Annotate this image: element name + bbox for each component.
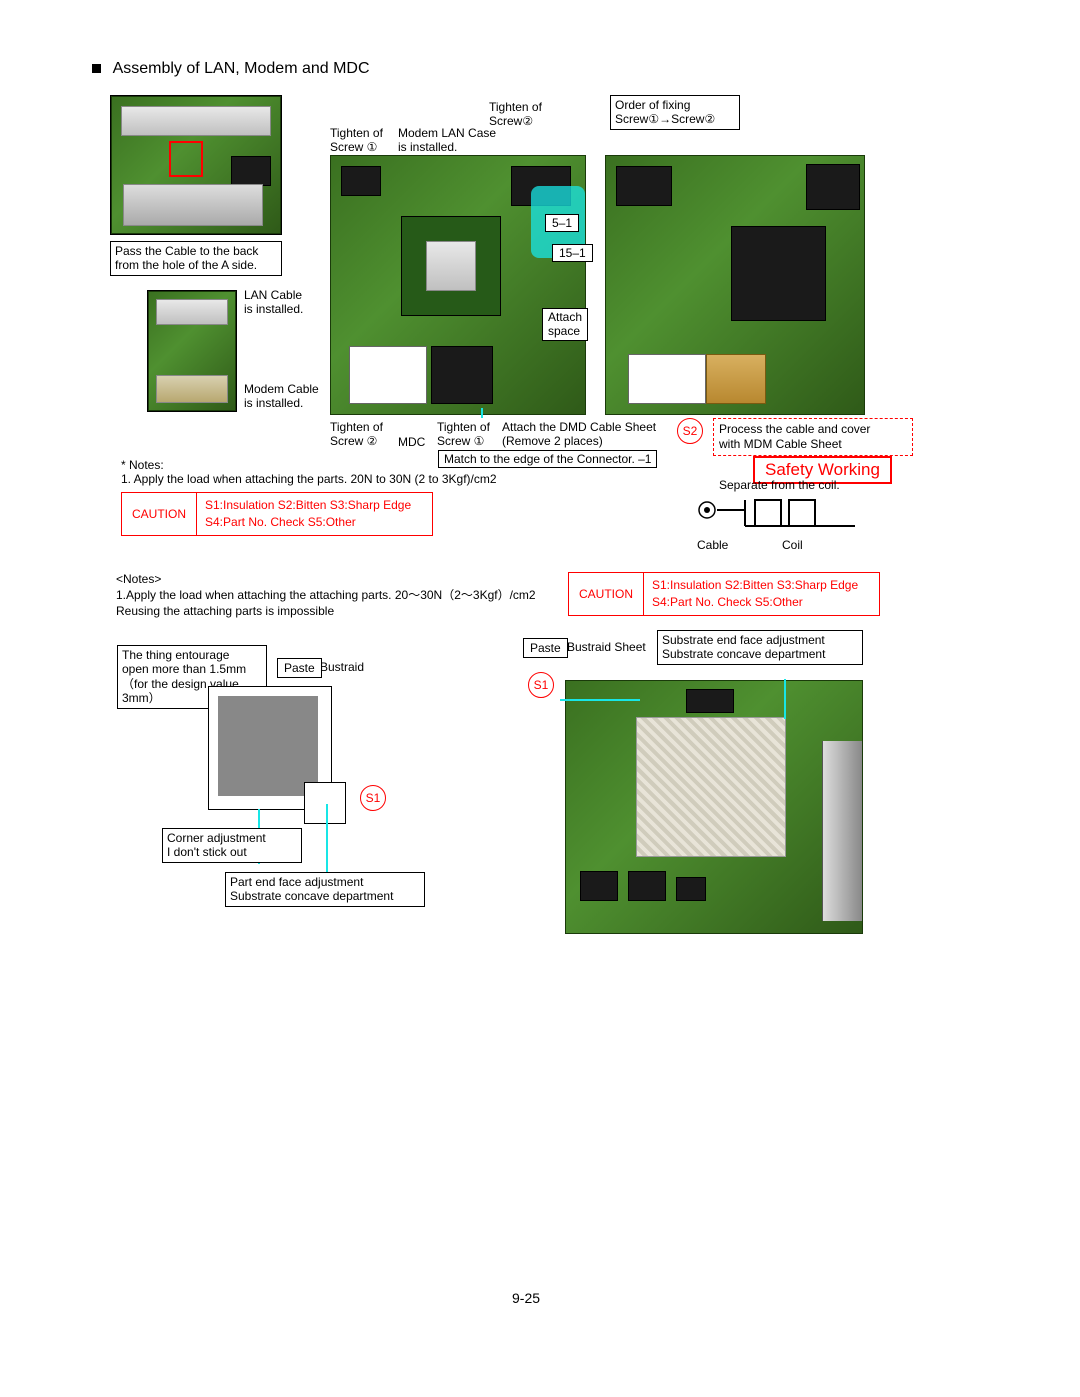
caution1-label: CAUTION (122, 493, 197, 535)
bustraid-sheet-label: Bustraid Sheet (567, 640, 646, 654)
bustraid-diagram-left (208, 686, 348, 826)
mdc-label: MDC (398, 435, 425, 449)
paste-box-left: Paste (277, 658, 322, 678)
s1-ring-right: S1 (528, 672, 554, 698)
coil-text: Coil (782, 538, 803, 552)
bustraid-label-left-text: Bustraid (320, 660, 364, 674)
pass-cable-text: Pass the Cable to the back from the hole… (115, 244, 258, 272)
cable-label: Cable (697, 538, 728, 552)
process-cable-box: Process the cable and cover with MDM Cab… (713, 418, 913, 456)
notes-mid-2: Reusing the attaching parts is impossibl… (116, 604, 334, 618)
section-title: Assembly of LAN, Modem and MDC (92, 60, 370, 78)
caution1-body: S1:Insulation S2:Bitten S3:Sharp Edge S4… (197, 493, 419, 535)
lan-cable-text: LAN Cable is installed. (244, 288, 303, 316)
order-fixing-1: Order of fixing (615, 98, 735, 112)
modem-cable-text: Modem Cable is installed. (244, 382, 319, 410)
notes-top-line-text: 1. Apply the load when attaching the par… (121, 472, 497, 486)
corner-adjust-text: Corner adjustment I don't stick out (167, 831, 266, 859)
coil-diagram-svg (695, 492, 895, 542)
corner-adjust-box: Corner adjustment I don't stick out (162, 828, 302, 863)
tighten-screw2-top: Tighten of Screw② (489, 100, 542, 129)
paste-box-right: Paste (523, 638, 568, 658)
five-one-text: 5–1 (552, 216, 572, 230)
caution2-label: CAUTION (569, 573, 644, 615)
tighten-screw2-bot: Tighten of Screw ② (330, 420, 383, 449)
tighten-screw2-bot-text: Tighten of Screw ② (330, 420, 383, 448)
notes-mid-2-text: Reusing the attaching parts is impossibl… (116, 604, 334, 618)
figure-right (605, 155, 865, 415)
bullet-icon (92, 64, 101, 73)
separate-coil-text: Separate from the coil. (719, 478, 840, 492)
notes-top-head: * Notes: (121, 458, 164, 472)
page-number-text: 9-25 (512, 1290, 540, 1306)
substrate-end-text: Substrate end face adjustment Substrate … (662, 633, 825, 661)
s1-left-text: S1 (366, 791, 381, 805)
cable-text: Cable (697, 538, 728, 552)
tighten-screw2-top-text: Tighten of Screw② (489, 100, 542, 128)
paste-box-left-text: Paste (284, 661, 315, 675)
notes-mid-1: 1.Apply the load when attaching the atta… (116, 588, 536, 602)
part-end-text: Part end face adjustment Substrate conca… (230, 875, 393, 903)
caution1-line2: S4:Part No. Check S5:Other (205, 514, 411, 531)
notes-mid-head: <Notes> (116, 572, 161, 586)
modem-lan-case: Modem LAN Case is installed. (398, 126, 496, 155)
tighten-screw1-bot: Tighten of Screw ① (437, 420, 490, 449)
notes-mid-head-text: <Notes> (116, 572, 161, 586)
notes-top-line: 1. Apply the load when attaching the par… (121, 472, 497, 486)
pass-cable-box: Pass the Cable to the back from the hole… (110, 241, 282, 276)
order-fixing-2: Screw①→Screw② (615, 112, 735, 126)
tighten-screw1-bot-text: Tighten of Screw ① (437, 420, 490, 448)
page-number: 9-25 (512, 1290, 540, 1306)
attach-dmd-label: Attach the DMD Cable Sheet (Remove 2 pla… (502, 420, 656, 449)
section-title-text: Assembly of LAN, Modem and MDC (113, 60, 370, 77)
paste-box-right-text: Paste (530, 641, 561, 655)
safety-working-text: Safety Working (765, 460, 880, 479)
match-edge-box: Match to the edge of the Connector. –1 (438, 450, 657, 468)
coil-label: Coil (782, 538, 803, 552)
s1-right-text: S1 (534, 678, 549, 692)
part-end-box: Part end face adjustment Substrate conca… (225, 872, 425, 907)
match-edge-text: Match to the edge of the Connector. –1 (444, 452, 651, 466)
figure-center (330, 155, 586, 415)
caution-box-1: CAUTION S1:Insulation S2:Bitten S3:Sharp… (121, 492, 433, 536)
tighten-screw1-top: Tighten of Screw ① (330, 126, 383, 155)
figure-top-left (110, 95, 282, 235)
bustraid-label-left: Bustraid (320, 660, 364, 674)
separate-coil-label: Separate from the coil. (719, 478, 840, 492)
attach-space-box: Attach space (542, 308, 588, 341)
caution1-line1: S1:Insulation S2:Bitten S3:Sharp Edge (205, 497, 411, 514)
caution2-line2: S4:Part No. Check S5:Other (652, 594, 858, 611)
fifteen-one-box: 15–1 (552, 244, 593, 262)
caution2-body: S1:Insulation S2:Bitten S3:Sharp Edge S4… (644, 573, 866, 615)
attach-space-text: Attach space (548, 310, 582, 338)
modem-cable-label: Modem Cable is installed. (244, 382, 319, 411)
five-one-box: 5–1 (545, 214, 579, 232)
caution2-line1: S1:Insulation S2:Bitten S3:Sharp Edge (652, 577, 858, 594)
notes-mid-1-text: 1.Apply the load when attaching the atta… (116, 588, 536, 602)
figure-left-mid (147, 290, 237, 412)
s2-text: S2 (683, 424, 698, 438)
modem-lan-case-text: Modem LAN Case is installed. (398, 126, 496, 154)
notes-top-text: * Notes: (121, 458, 164, 472)
substrate-end-box: Substrate end face adjustment Substrate … (657, 630, 863, 665)
s2-ring: S2 (677, 418, 703, 444)
tighten-screw1-top-text: Tighten of Screw ① (330, 126, 383, 154)
mdc-text: MDC (398, 435, 425, 449)
attach-dmd-text: Attach the DMD Cable Sheet (Remove 2 pla… (502, 420, 656, 448)
s1-ring-left: S1 (360, 785, 386, 811)
order-fixing-box: Order of fixing Screw①→Screw② (610, 95, 740, 130)
fifteen-one-text: 15–1 (559, 246, 586, 260)
process-cable-text: Process the cable and cover with MDM Cab… (719, 422, 870, 451)
caution-box-2: CAUTION S1:Insulation S2:Bitten S3:Sharp… (568, 572, 880, 616)
bustraid-sheet-text: Bustraid Sheet (567, 640, 646, 654)
figure-bustraid-photo (565, 680, 863, 934)
lan-cable-label: LAN Cable is installed. (244, 288, 303, 317)
